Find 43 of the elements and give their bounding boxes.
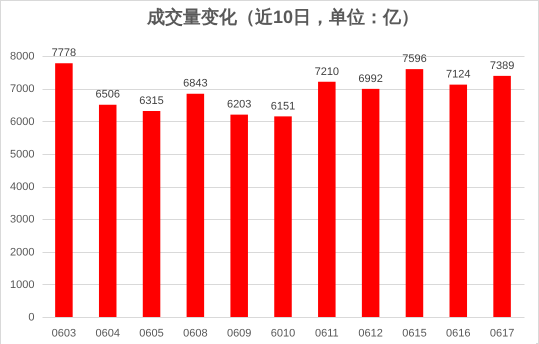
x-tick-label: 0615 [402,328,427,340]
bar [274,116,292,317]
bar [493,76,511,317]
y-tick-label: 1000 [10,278,34,291]
bar [142,110,160,317]
x-tick-label: 0612 [358,328,383,340]
x-tick-label: 0604 [95,328,120,340]
data-label: 7210 [314,66,340,78]
x-tick-label: 0616 [446,328,471,340]
data-label: 7389 [490,60,514,72]
x-tick-label: 0611 [314,328,339,340]
bar [406,69,424,317]
chart-title: 成交量变化（近10日，单位：亿） [146,7,420,28]
y-tick-label: 8000 [10,50,34,62]
data-label: 7778 [52,47,76,60]
bar [318,82,336,317]
x-tick-label: 6010 [270,328,296,340]
x-tick-label: 0603 [52,328,76,340]
bar [55,63,73,317]
y-tick-label: 7000 [10,83,34,96]
bar [362,88,380,317]
x-tick-label: 0605 [139,328,164,340]
x-tick-label: 0609 [226,328,252,340]
x-tick-label: 0608 [183,328,208,340]
y-tick-label: 5000 [10,148,34,160]
bar [186,94,204,317]
data-label: 6992 [358,72,383,85]
bar [98,104,116,317]
data-label: 7596 [402,53,427,66]
data-label: 6843 [183,78,208,90]
data-label: 6151 [270,100,296,112]
data-label: 6315 [139,94,164,107]
y-tick-label: 6000 [10,116,34,128]
x-tick-label: 0617 [490,328,514,340]
data-label: 6506 [95,88,120,101]
y-tick-label: 2000 [10,246,34,258]
data-label: 6203 [226,98,252,111]
y-tick-label: 3000 [10,214,34,226]
bar [230,114,248,317]
y-tick-label: 0 [28,312,34,324]
bar [450,84,468,317]
y-tick-label: 4000 [10,181,34,193]
data-label: 7124 [446,68,471,81]
